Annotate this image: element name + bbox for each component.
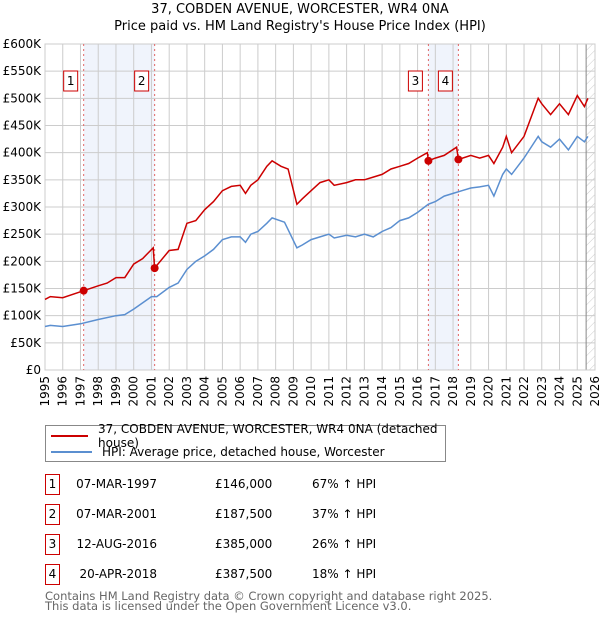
sale-hpi-diff: 18% ↑ HPI (312, 567, 377, 581)
x-tick-label: 2005 (215, 376, 229, 407)
sale-marker-box (407, 70, 423, 92)
chart-title: 37, COBDEN AVENUE, WORCESTER, WR4 0NA (151, 2, 449, 17)
y-tick-label: £500K (3, 91, 43, 105)
sale-marker-label: 4 (442, 74, 450, 88)
y-tick-label: £200K (3, 254, 43, 268)
x-tick-label: 2025 (570, 376, 584, 407)
sale-date: 07-MAR-2001 (76, 507, 157, 521)
sale-marker-box: 1 (45, 474, 60, 495)
sale-marker-label: 3 (412, 74, 420, 88)
table-row: 3 12-AUG-2016 £385,000 26% ↑ HPI (0, 534, 600, 555)
x-tick-label: 2012 (340, 376, 354, 407)
x-tick-label: 2024 (553, 376, 567, 407)
x-tick-label: 2001 (144, 376, 158, 407)
x-tick-label: 2018 (446, 376, 460, 407)
plot-frame (44, 43, 596, 371)
sale-date: 12-AUG-2016 (76, 537, 158, 551)
series-line (44, 94, 589, 301)
x-tick-label: 2007 (251, 376, 265, 407)
sale-marker-box: 2 (45, 504, 60, 525)
x-tick-label: 1999 (109, 376, 123, 407)
x-tick-label: 2020 (482, 376, 496, 407)
x-tick-label: 2000 (127, 376, 141, 407)
x-tick-label: 2022 (517, 376, 531, 407)
legend-swatch-red (51, 435, 89, 437)
y-tick-label: £400K (3, 146, 43, 160)
x-tick-label: 2013 (357, 376, 371, 407)
sale-hpi-diff: 37% ↑ HPI (312, 507, 377, 521)
legend-item-hpi: HPI: Average price, detached house, Worc… (46, 444, 385, 460)
y-tick-label: £100K (3, 309, 43, 323)
sale-point (79, 286, 88, 295)
footer-licence: This data is licensed under the Open Gov… (45, 599, 412, 613)
y-tick-label: £450K (3, 119, 43, 133)
sale-point (150, 264, 159, 273)
sale-marker-box (134, 70, 150, 92)
x-tick-label: 2004 (198, 376, 212, 407)
x-tick-label: 1998 (91, 376, 105, 407)
x-tick-label: 2006 (233, 376, 247, 407)
x-tick-label: 2021 (499, 376, 513, 407)
y-tick-label: £0 (26, 363, 41, 377)
legend: 37, COBDEN AVENUE, WORCESTER, WR4 0NA (d… (45, 422, 446, 462)
sale-marker-box (63, 70, 79, 92)
sale-price: £387,500 (215, 567, 273, 581)
legend-label: HPI: Average price, detached house, Worc… (102, 445, 385, 459)
legend-label: 37, COBDEN AVENUE, WORCESTER, WR4 0NA (d… (98, 422, 438, 450)
x-tick-label: 2016 (411, 376, 425, 407)
sale-marker-label: 2 (138, 74, 146, 88)
table-row: 1 07-MAR-1997 £146,000 67% ↑ HPI (0, 474, 600, 495)
x-tick-label: 2014 (375, 376, 389, 407)
y-tick-label: £250K (3, 227, 43, 241)
y-tick-label: £600K (3, 37, 43, 51)
sale-marker-label: 1 (67, 74, 75, 88)
x-tick-label: 2023 (535, 376, 549, 407)
y-tick-label: £350K (3, 173, 43, 187)
y-tick-label: £550K (3, 64, 43, 78)
sale-marker-box: 4 (45, 564, 60, 585)
sale-hpi-diff: 26% ↑ HPI (312, 537, 377, 551)
sale-date: 07-MAR-1997 (76, 477, 157, 491)
x-tick-label: 2019 (464, 376, 478, 407)
x-tick-label: 2003 (180, 376, 194, 407)
x-tick-label: 2009 (286, 376, 300, 407)
x-tick-label: 2002 (162, 376, 176, 407)
sale-marker-box: 3 (45, 534, 60, 555)
x-tick-label: 2008 (269, 376, 283, 407)
x-tick-label: 2026 (588, 376, 600, 407)
price-chart: 37, COBDEN AVENUE, WORCESTER, WR4 0NA Pr… (3, 2, 600, 407)
sale-point (424, 156, 433, 165)
sale-marker-box (437, 70, 453, 92)
sale-date: 20-APR-2018 (79, 567, 157, 581)
y-tick-label: £50K (10, 336, 42, 350)
x-tick-label: 1995 (38, 376, 52, 407)
legend-swatch-blue (51, 451, 92, 453)
sale-price: £187,500 (215, 507, 273, 521)
table-row: 4 20-APR-2018 £387,500 18% ↑ HPI (0, 564, 600, 585)
chart-subtitle: Price paid vs. HM Land Registry's House … (114, 19, 486, 34)
series-line (44, 135, 589, 328)
sale-price: £385,000 (215, 537, 273, 551)
x-tick-label: 1996 (56, 376, 70, 407)
legend-item-property: 37, COBDEN AVENUE, WORCESTER, WR4 0NA (d… (46, 422, 445, 450)
sale-price: £146,000 (215, 477, 273, 491)
sale-point (454, 155, 463, 164)
x-tick-label: 1997 (73, 376, 87, 407)
x-tick-label: 2015 (393, 376, 407, 407)
sale-hpi-diff: 67% ↑ HPI (312, 477, 377, 491)
x-tick-label: 2010 (304, 376, 318, 407)
y-tick-label: £300K (3, 200, 43, 214)
table-row: 2 07-MAR-2001 £187,500 37% ↑ HPI (0, 504, 600, 525)
x-tick-label: 2017 (428, 376, 442, 407)
x-tick-label: 2011 (322, 376, 336, 407)
y-tick-label: £150K (3, 282, 43, 296)
footer-copyright: Contains HM Land Registry data © Crown c… (45, 589, 493, 603)
